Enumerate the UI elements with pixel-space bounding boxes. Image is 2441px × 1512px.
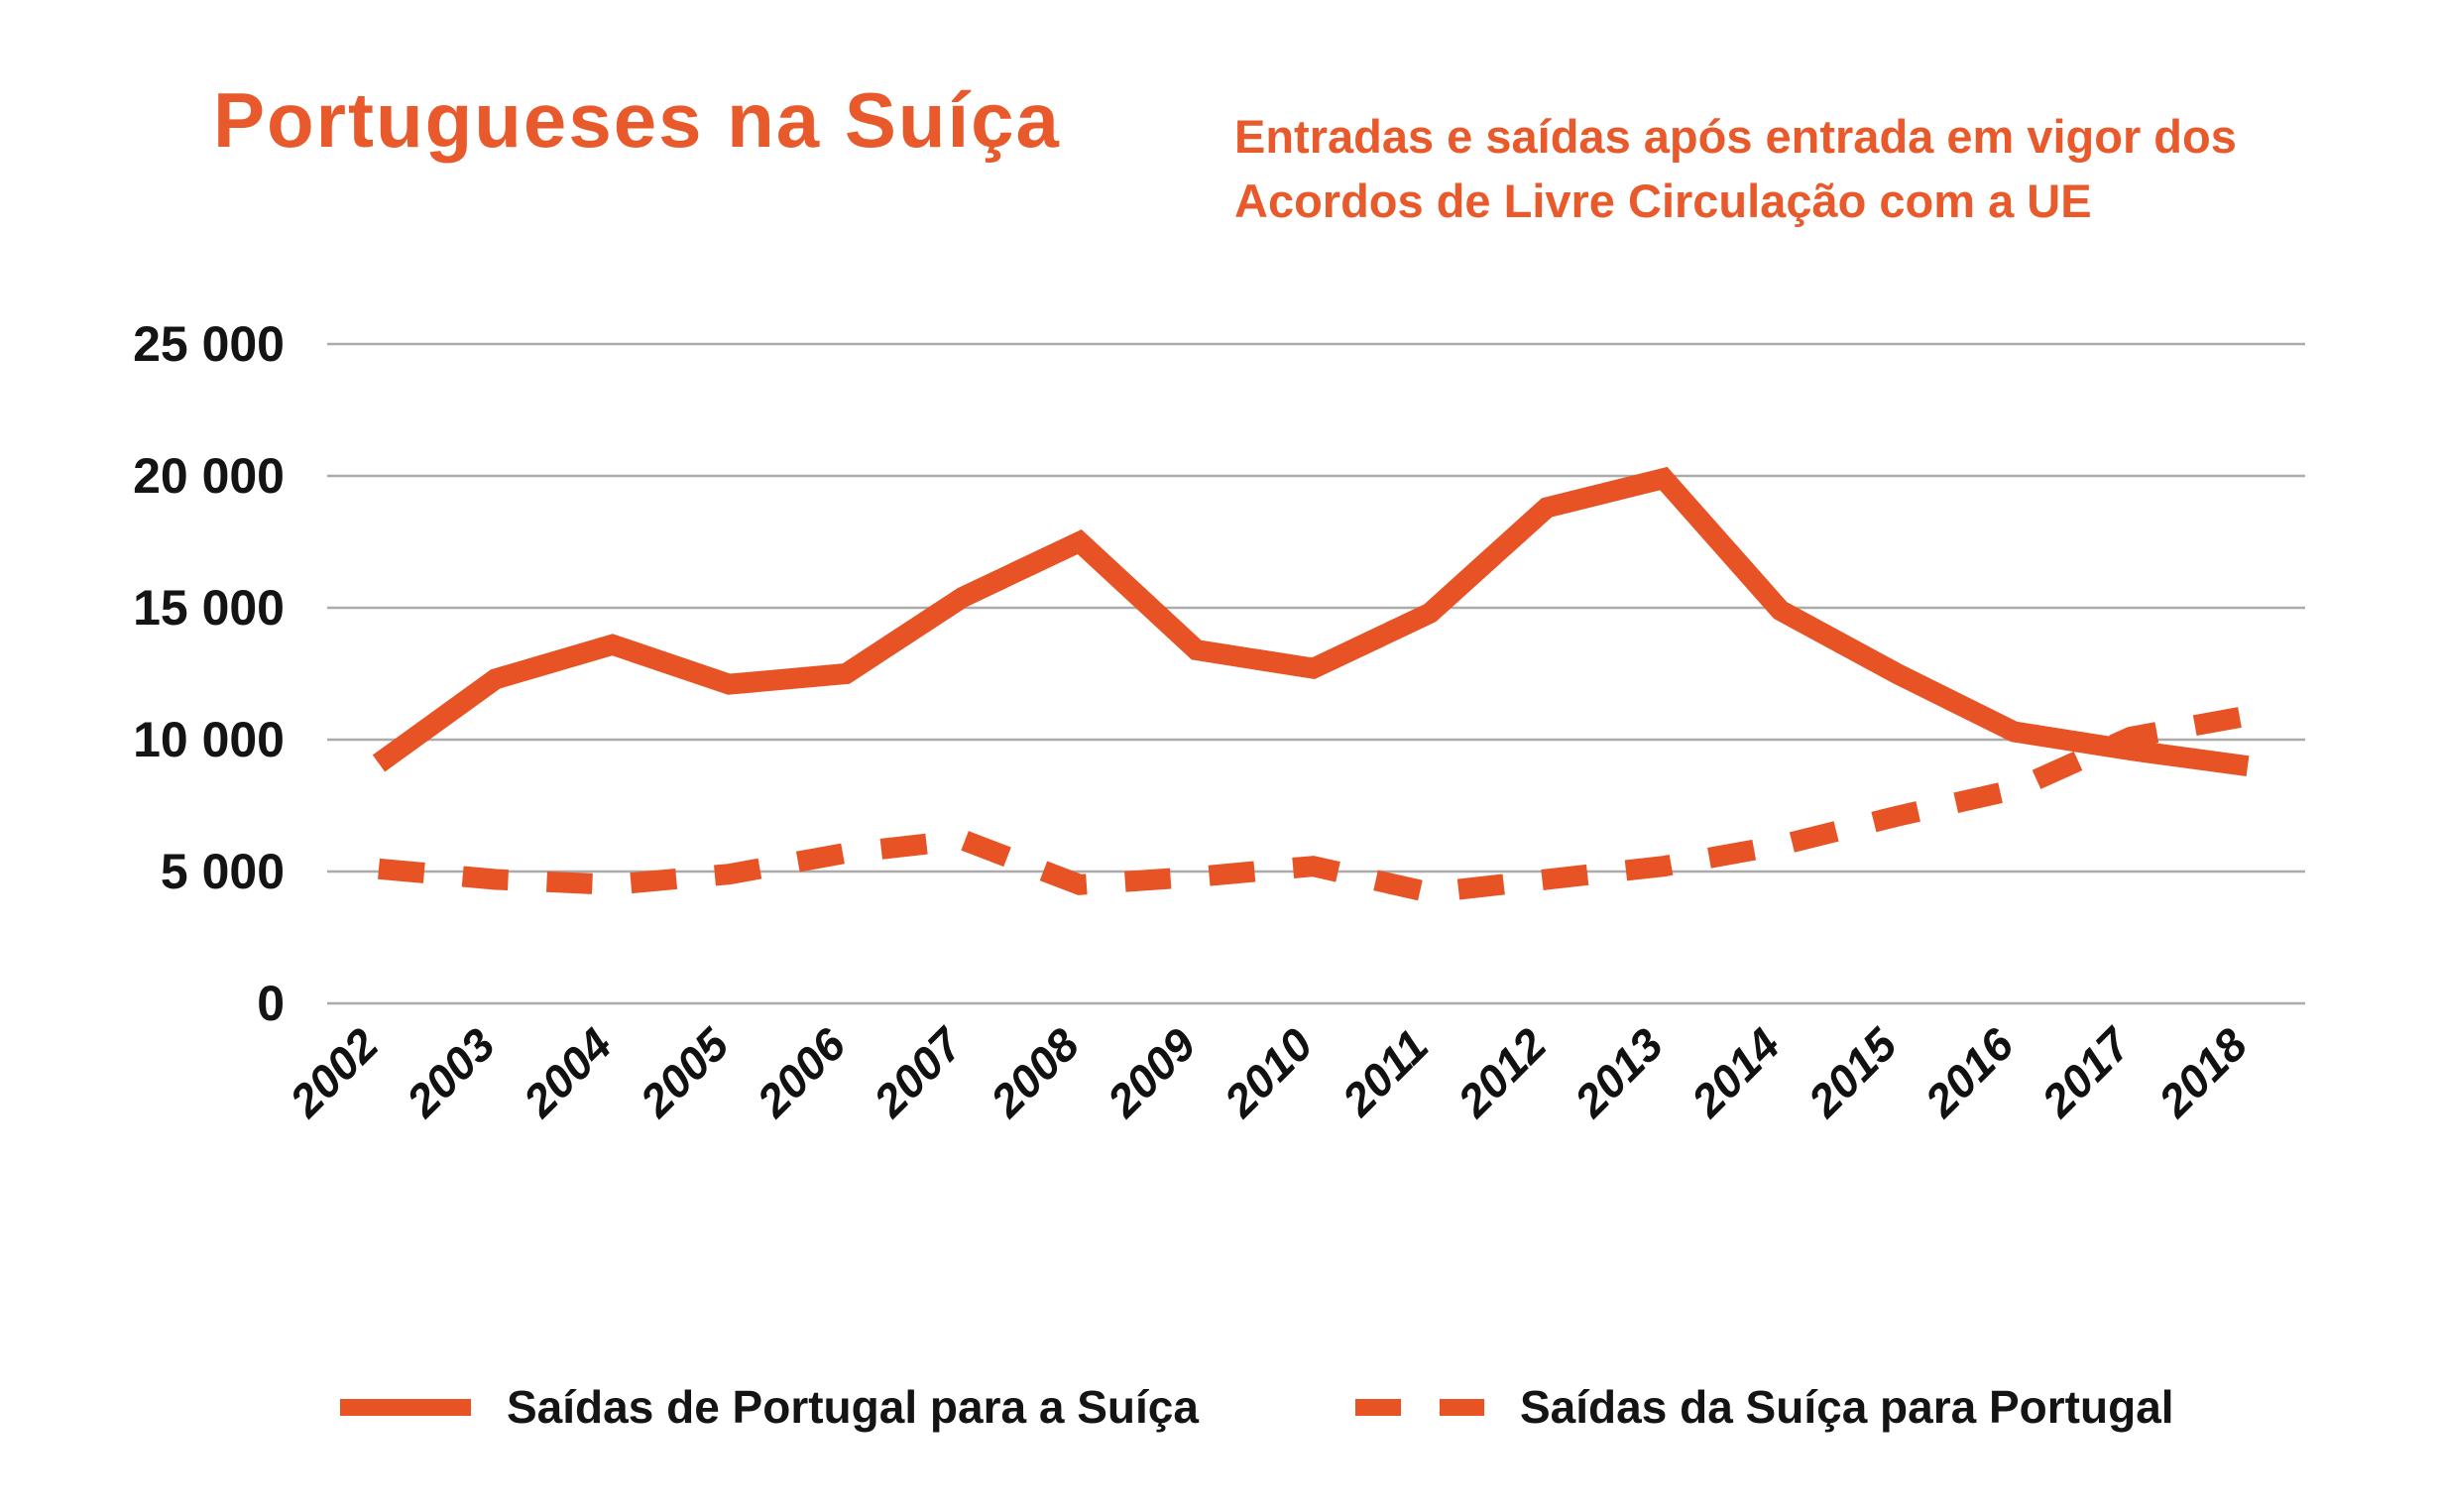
dash-segment: [1355, 1398, 1401, 1416]
legend-item-saidas-da-suica: Saídas da Suíça para Portugal: [1355, 1381, 2174, 1433]
chart-subtitle: Entradas e saídas após entrada em vigor …: [1234, 105, 2237, 234]
x-tick-label: 2015: [1798, 1017, 1908, 1127]
dash-segment: [1439, 1398, 1484, 1416]
dashed-line-swatch: [1355, 1398, 1484, 1416]
x-tick-label: 2009: [1097, 1018, 1206, 1127]
x-tick-label: 2005: [630, 1017, 740, 1127]
data-series: [372, 466, 2250, 903]
x-tick-label: 2016: [1915, 1018, 2024, 1127]
y-tick-label: 10 000: [133, 712, 285, 767]
y-tick-label: 5 000: [161, 844, 285, 899]
series-line-dashed: [378, 705, 2250, 903]
legend-item-saidas-de-portugal: Saídas de Portugal para a Suíça: [340, 1381, 1199, 1433]
series-line-solid: [372, 466, 2250, 777]
x-tick-label: 2014: [1681, 1018, 1790, 1127]
x-tick-label: 2008: [980, 1018, 1089, 1127]
x-tick-label: 2018: [2148, 1018, 2257, 1127]
x-tick-label: 2006: [747, 1018, 856, 1127]
solid-line-swatch: [340, 1398, 471, 1416]
y-tick-label: 15 000: [133, 580, 285, 636]
x-tick-label: 2002: [279, 1018, 388, 1127]
x-tick-label: 2010: [1214, 1018, 1323, 1127]
x-tick-label: 2013: [1564, 1018, 1673, 1127]
y-tick-label: 25 000: [133, 316, 285, 372]
x-axis-labels: 2002 2003 2004 2005 2006 2007 2008 2009 2010 2011…: [279, 1016, 2257, 1127]
x-tick-label: 2004: [513, 1018, 622, 1127]
y-tick-label: 20 000: [133, 448, 285, 504]
chart-subtitle-line2: Acordos de Livre Circulação com a UE: [1234, 174, 2092, 227]
legend-label-saidas-de-portugal: Saídas de Portugal para a Suíça: [507, 1381, 1199, 1433]
chart-subtitle-line1: Entradas e saídas após entrada em vigor …: [1234, 110, 2237, 163]
page-title: Portugueses na Suíça: [213, 76, 1061, 164]
x-tick-label: 2007: [863, 1016, 974, 1127]
legend-label-saidas-da-suica: Saídas da Suíça para Portugal: [1520, 1381, 2174, 1433]
y-axis-labels: 0 5 000 10 000 15 000 20 000 25 000: [133, 316, 285, 1031]
x-tick-label: 2003: [396, 1018, 505, 1127]
x-tick-label: 2012: [1448, 1018, 1557, 1127]
x-tick-label: 2011: [1332, 1019, 1438, 1125]
y-tick-label: 0: [257, 976, 285, 1031]
x-tick-label: 2017: [2032, 1016, 2143, 1127]
